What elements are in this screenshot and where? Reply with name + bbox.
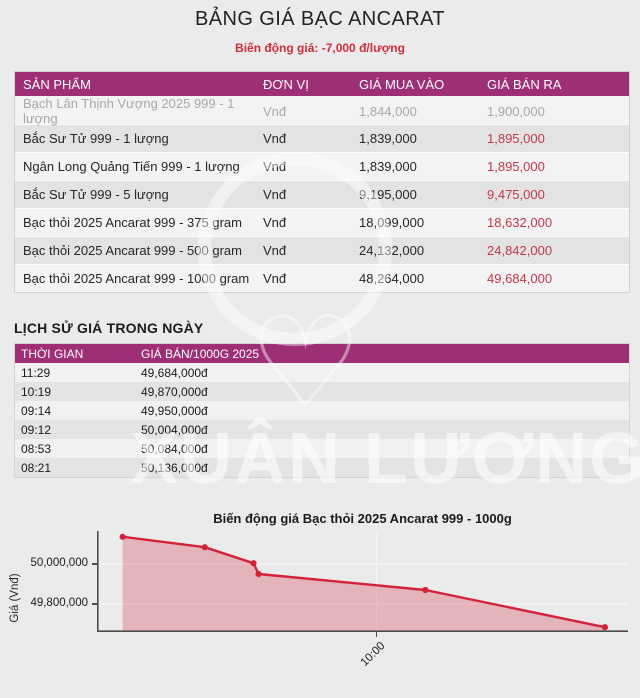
- price-table-body: Bạch Lân Thịnh Vượng 2025 999 - 1 lượng …: [15, 96, 629, 292]
- history-row: 08:53 50,084,000đ: [15, 439, 629, 458]
- y-axis-tick-label: 50,000,000: [30, 557, 88, 569]
- product-name: Bắc Sư Tử 999 - 5 lượng: [23, 187, 169, 202]
- history-price: 50,004,000đ: [141, 422, 208, 437]
- price-table-row: Bạc thỏi 2025 Ancarat 999 - 375 gram Vnđ…: [15, 208, 629, 236]
- history-row: 09:14 49,950,000đ: [15, 401, 629, 420]
- product-name: Bạc thỏi 2025 Ancarat 999 - 1000 gram: [23, 271, 250, 286]
- price-table-row: Ngân Long Quảng Tiến 999 - 1 lượng Vnđ 1…: [15, 152, 629, 180]
- y-axis-tick-mark: [92, 603, 97, 605]
- sell-price-value: 18,632,000: [487, 215, 553, 230]
- price-table-row: Bắc Sư Tử 999 - 1 lượng Vnđ 1,839,000 1,…: [15, 124, 629, 152]
- price-change-subtitle: Biến động giá: -7,000 đ/lượng: [235, 41, 405, 55]
- buy-price-value: 18,099,000: [359, 215, 425, 230]
- page-title: BẢNG GIÁ BẠC ANCARAT: [195, 8, 445, 30]
- sell-price-value: 9,475,000: [487, 187, 545, 202]
- col-header-sell-price: GIÁ BÁN RA: [487, 76, 562, 92]
- history-time: 09:14: [21, 403, 52, 418]
- price-table-row: Bạc thỏi 2025 Ancarat 999 - 1000 gram Vn…: [15, 264, 629, 292]
- col-header-unit: ĐƠN VỊ: [263, 76, 309, 92]
- product-name: Bạc thỏi 2025 Ancarat 999 - 375 gram: [23, 215, 242, 230]
- y-axis-tick-mark: [92, 563, 97, 565]
- x-axis-tick-mark: [375, 632, 378, 637]
- chart-plot-area: [97, 531, 628, 632]
- unit-value: Vnđ: [263, 103, 287, 119]
- product-name: Bạc thỏi 2025 Ancarat 999 - 500 gram: [23, 243, 242, 258]
- buy-price-value: 24,132,000: [359, 243, 425, 258]
- sell-price-value: 1,900,000: [487, 103, 545, 119]
- history-row: 11:29 49,684,000đ: [15, 363, 629, 382]
- history-time: 09:12: [21, 422, 52, 437]
- col-header-sell-1000g: GIÁ BÁN/1000G 2025: [141, 346, 260, 361]
- history-price: 49,684,000đ: [141, 365, 208, 380]
- buy-price-value: 48,264,000: [359, 271, 425, 286]
- sell-price-value: 49,684,000: [487, 271, 553, 286]
- buy-price-value: 9,195,000: [359, 187, 417, 202]
- buy-price-value: 1,839,000: [359, 159, 417, 174]
- buy-price-value: 1,839,000: [359, 131, 417, 146]
- history-row: 10:19 49,870,000đ: [15, 382, 629, 401]
- x-axis-tick-label: 10:00: [358, 640, 388, 669]
- price-table-header: SẢN PHẨM ĐƠN VỊ GIÁ MUA VÀO GIÁ BÁN RA: [15, 72, 629, 96]
- col-header-time: THỜI GIAN: [21, 346, 84, 361]
- col-header-buy-price: GIÁ MUA VÀO: [359, 76, 445, 92]
- history-price: 50,136,000đ: [141, 460, 208, 475]
- product-name: Bắc Sư Tử 999 - 1 lượng: [23, 131, 169, 146]
- history-table-body: 11:29 49,684,000đ 10:19 49,870,000đ 09:1…: [15, 363, 629, 477]
- history-price: 49,950,000đ: [141, 403, 208, 418]
- price-table-row: Bắc Sư Tử 999 - 5 lượng Vnđ 9,195,000 9,…: [15, 180, 629, 208]
- history-price: 50,084,000đ: [141, 441, 208, 456]
- sell-price-value: 1,895,000: [487, 131, 545, 146]
- price-table-row: Bạch Lân Thịnh Vượng 2025 999 - 1 lượng …: [15, 96, 629, 126]
- price-chart: Biến động giá Bạc thỏi 2025 Ancarat 999 …: [0, 505, 640, 671]
- sell-price-value: 1,895,000: [487, 159, 545, 174]
- buy-price-value: 1,844,000: [359, 103, 417, 119]
- y-axis-tick-label: 49,800,000: [30, 597, 88, 609]
- sell-price-value: 24,842,000: [487, 243, 553, 258]
- history-time: 08:21: [21, 460, 52, 475]
- price-table-row: Bạc thỏi 2025 Ancarat 999 - 500 gram Vnđ…: [15, 236, 629, 264]
- unit-value: Vnđ: [263, 271, 287, 286]
- unit-value: Vnđ: [263, 243, 287, 258]
- unit-value: Vnđ: [263, 159, 287, 174]
- unit-value: Vnđ: [263, 187, 287, 202]
- history-table-header: THỜI GIAN GIÁ BÁN/1000G 2025: [15, 344, 629, 363]
- history-price: 49,870,000đ: [141, 384, 208, 399]
- price-table: SẢN PHẨM ĐƠN VỊ GIÁ MUA VÀO GIÁ BÁN RA B…: [14, 71, 630, 293]
- history-row: 09:12 50,004,000đ: [15, 420, 629, 439]
- unit-value: Vnđ: [263, 131, 287, 146]
- chart-title: Biến động giá Bạc thỏi 2025 Ancarat 999 …: [213, 511, 512, 526]
- unit-value: Vnđ: [263, 215, 287, 230]
- history-table: THỜI GIAN GIÁ BÁN/1000G 2025 11:29 49,68…: [14, 343, 630, 478]
- history-row: 08:21 50,136,000đ: [15, 458, 629, 477]
- history-time: 11:29: [21, 365, 51, 380]
- product-name: Ngân Long Quảng Tiến 999 - 1 lượng: [23, 159, 240, 174]
- history-time: 08:53: [21, 441, 52, 456]
- history-time: 10:19: [21, 384, 52, 399]
- history-section-title: LỊCH SỬ GIÁ TRONG NGÀY: [14, 320, 204, 336]
- product-name: Bạch Lân Thịnh Vượng 2025 999 - 1 lượng: [23, 96, 235, 126]
- col-header-product: SẢN PHẨM: [23, 76, 91, 92]
